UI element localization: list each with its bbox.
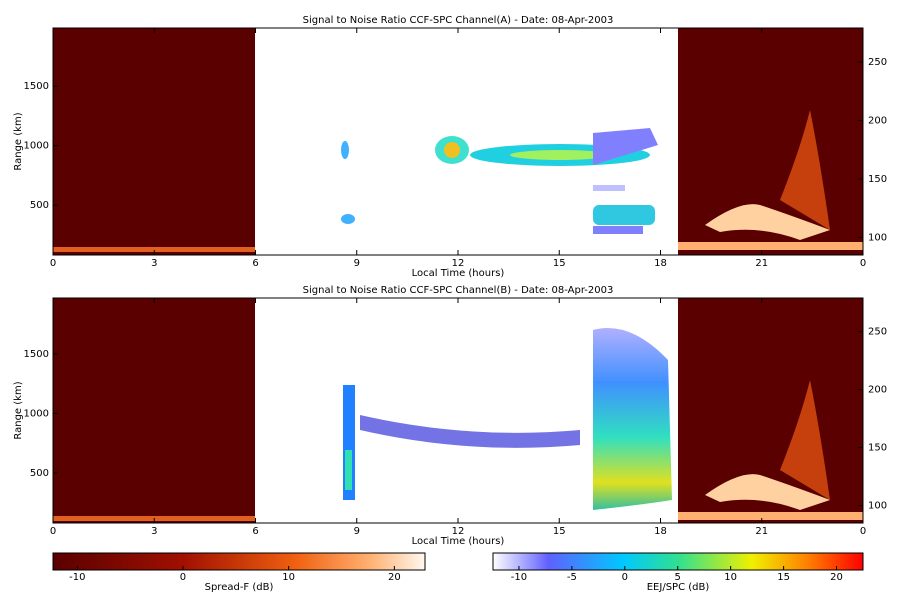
- colorbar-tick-label: -10: [511, 572, 527, 583]
- y-tick-label: 1000: [24, 408, 49, 419]
- colorbar-tick-label: 15: [777, 572, 790, 583]
- y-tick-label: 500: [30, 200, 49, 211]
- x-tick-label: 21: [755, 258, 768, 269]
- y2-tick-label: 200: [868, 115, 887, 126]
- echo-region: [345, 450, 352, 490]
- y-tick-label: 1000: [24, 141, 49, 152]
- echo-plume: [780, 380, 830, 500]
- echo-region: [593, 128, 658, 165]
- y2-tick-label: 100: [868, 501, 887, 512]
- echo-band: [678, 242, 863, 250]
- colorbar-label: Spread-F (dB): [205, 582, 274, 593]
- x-tick-label: 9: [354, 526, 360, 537]
- x-axis-label: Local Time (hours): [412, 268, 505, 279]
- x-tick-label: 3: [151, 258, 157, 269]
- x-tick-label: 0: [50, 526, 56, 537]
- echo-plume: [705, 204, 830, 240]
- x-tick-label: 12: [452, 526, 465, 537]
- spread-f-region: [53, 298, 255, 523]
- colorbar: [52, 552, 426, 571]
- colorbar-label: EEJ/SPC (dB): [647, 582, 710, 593]
- x-tick-label: 0: [860, 258, 866, 269]
- echo-plume: [780, 110, 830, 230]
- echo-region: [341, 141, 349, 159]
- echo-band: [678, 512, 863, 520]
- echo-band: [53, 247, 255, 252]
- y2-tick-label: 250: [868, 327, 887, 338]
- y2-tick-label: 250: [868, 57, 887, 68]
- echo-region: [593, 226, 643, 234]
- y2-tick-label: 200: [868, 385, 887, 396]
- y-tick-label: 500: [30, 468, 49, 479]
- colorbar-tick-label: -10: [69, 572, 85, 583]
- colorbar-tick-label: 20: [388, 572, 401, 583]
- echo-layer: [53, 298, 863, 523]
- chart-title: Signal to Noise Ratio CCF-SPC Channel(B)…: [303, 285, 614, 296]
- colorbar-tick-label: 10: [724, 572, 737, 583]
- x-tick-label: 0: [860, 526, 866, 537]
- colorbar-tick-label: 0: [622, 572, 628, 583]
- colorbar-tick-label: 0: [180, 572, 186, 583]
- x-tick-label: 18: [654, 258, 667, 269]
- echo-region: [341, 214, 355, 224]
- echo-region: [510, 150, 610, 160]
- echo-region: [593, 185, 625, 191]
- x-tick-label: 15: [553, 526, 566, 537]
- x-tick-label: 15: [553, 258, 566, 269]
- colorbar-tick-label: 5: [675, 572, 681, 583]
- echo-plume: [705, 474, 830, 510]
- y-axis-label: Range (km): [13, 112, 24, 170]
- x-tick-label: 6: [252, 258, 258, 269]
- x-tick-label: 3: [151, 526, 157, 537]
- x-tick-label: 18: [654, 526, 667, 537]
- chart-title: Signal to Noise Ratio CCF-SPC Channel(A)…: [303, 15, 614, 26]
- x-tick-label: 12: [452, 258, 465, 269]
- x-tick-label: 9: [354, 258, 360, 269]
- echo-region: [593, 328, 672, 510]
- y-axis-label: Range (km): [13, 381, 24, 439]
- y2-tick-label: 100: [868, 232, 887, 243]
- echo-region: [444, 142, 460, 158]
- x-tick-label: 0: [50, 258, 56, 269]
- x-axis-label: Local Time (hours): [412, 536, 505, 547]
- y-tick-label: 1500: [24, 81, 49, 92]
- y-tick-label: 1500: [24, 349, 49, 360]
- x-tick-label: 6: [252, 526, 258, 537]
- y2-tick-label: 150: [868, 174, 887, 185]
- x-tick-label: 21: [755, 526, 768, 537]
- colorbar-tick-label: 20: [830, 572, 843, 583]
- echo-region: [360, 415, 580, 448]
- spread-f-region: [53, 28, 255, 255]
- echo-region: [593, 205, 655, 225]
- colorbar-tick-label: -5: [567, 572, 577, 583]
- echo-layer: [53, 28, 863, 255]
- colorbar-tick-label: 10: [282, 572, 295, 583]
- y2-tick-label: 150: [868, 443, 887, 454]
